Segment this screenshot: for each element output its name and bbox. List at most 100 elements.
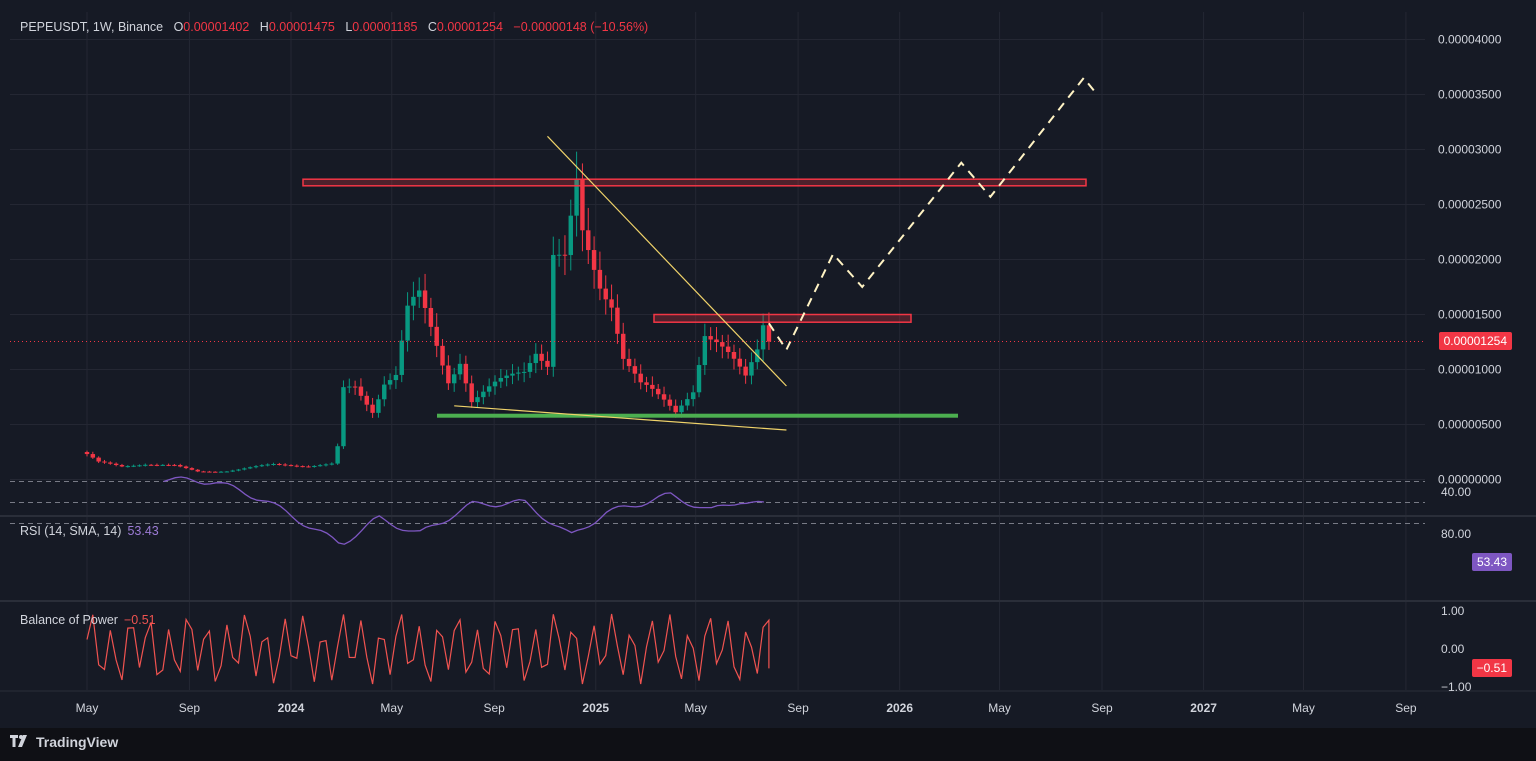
time-axis-label: 2026 [886,701,913,715]
candle-body [469,383,474,403]
candle-body [382,384,387,400]
support-line [437,413,958,418]
candle-body [737,358,743,367]
candle-body [685,399,690,406]
candle-body [265,464,270,466]
candle-body [498,377,504,382]
rsi-axis-label: 80.00 [1441,527,1471,541]
candle-body [119,465,125,467]
descending-trendline [547,135,787,387]
candle-body [352,386,358,388]
candle-body [312,465,317,467]
time-axis-label: 2025 [582,701,609,715]
time-axis-label: 2027 [1190,701,1217,715]
candle-body [347,386,352,388]
lower-trendline [454,405,787,431]
candle-body [609,299,614,308]
time-axis-label: Sep [1395,701,1417,715]
symbol-label: PEPEUSDT, 1W, Binance [20,20,164,34]
candle-body [236,469,241,471]
candle-body [749,362,754,376]
candle-body [189,468,195,470]
candle-body [603,288,608,300]
candle-body [218,471,224,473]
bop-label: Balance of Power [20,613,118,627]
price-axis-label: 0.00002500 [1438,198,1502,212]
projection-path [768,76,1097,352]
candle-body [178,465,183,467]
candle-body [574,178,579,216]
time-axis-label: May [684,701,707,715]
time-axis-label: Sep [179,701,201,715]
candle-body [259,465,265,467]
candle-body [271,463,276,465]
candle-body [446,365,451,384]
rsi-label: RSI (14, SMA, 14) [20,524,122,538]
rsi-value: 53.43 [127,524,159,538]
candle-body [125,466,131,468]
candle-body [108,462,113,464]
candle-body [399,340,404,375]
rsi-line [163,476,764,545]
candle-body [516,372,521,374]
candle-body [451,374,457,384]
rsi-axis-label: 40.00 [1441,485,1471,499]
candle-body [597,269,603,289]
candle-body [690,392,696,400]
candle-body [533,353,539,364]
candle-body [591,250,597,270]
candle-body [586,230,591,251]
candle-body [673,405,678,413]
candle-body [714,339,719,343]
candle-body [463,363,469,384]
candle-body [626,358,632,367]
candle-body [475,397,480,403]
candle-body [661,394,667,400]
candle-body [358,386,364,396]
candle-body [166,464,171,466]
chart-canvas[interactable]: 0.00004000 0.00003500 0.00003000 0.00002500… [0,0,1536,728]
candle-body [545,360,550,367]
close-key: C [427,20,437,34]
price-axis-label: 0.00000000 [1438,473,1502,487]
candle-body [556,254,562,256]
candle-body [539,353,544,361]
time-axis-label: May [1292,701,1315,715]
time-axis-label: May [76,701,99,715]
candle-body [667,399,673,406]
candle-body [766,325,772,342]
candle-body [696,365,702,393]
candle-body [230,470,235,472]
candle-body [183,466,189,469]
time-axis-label: Sep [787,701,809,715]
change-value: −0.00000148 (−10.56%) [513,20,649,34]
tradingview-logo[interactable]: TradingView [10,734,118,750]
time-axis-label: Sep [1091,701,1113,715]
candle-body [300,466,305,468]
time-axis-label: May [380,701,403,715]
candle-body [615,307,620,334]
price-axis-label: 0.00001500 [1438,308,1502,322]
close-value: 0.00001254 [436,20,503,34]
candles-group [84,151,772,473]
candle-body [743,366,748,376]
candle-body [417,290,422,297]
footer-bar: TradingView [0,728,1536,761]
candle-body [288,465,294,467]
candle-body [172,464,177,466]
candle-body [434,326,439,346]
resistance-zone-mid [653,313,912,323]
candle-body [405,305,410,341]
candle-body [387,380,393,385]
bop-value: −0.51 [123,613,156,627]
brand-name: TradingView [36,734,119,750]
price-axis-label: 0.00001000 [1438,363,1502,377]
time-axis-label: 2024 [278,701,305,715]
candle-body [760,325,766,350]
candle-body [679,405,684,413]
candle-body [137,465,142,467]
candle-body [341,387,346,447]
bop-last-tag: −0.51 [1471,659,1512,677]
candle-body [720,342,725,347]
candle-body [253,466,259,468]
